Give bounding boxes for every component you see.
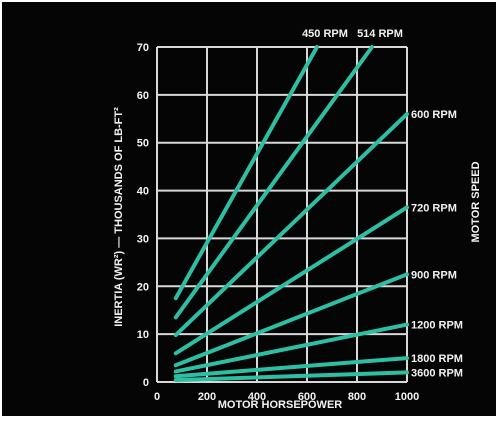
series-line	[173, 322, 409, 374]
y-tick-label: 60	[137, 90, 149, 102]
series-line	[173, 370, 409, 383]
series-label: 3600 RPM	[411, 367, 463, 379]
y-tick-label: 50	[137, 138, 149, 150]
grid	[156, 46, 408, 383]
x-tick-label: 200	[198, 391, 216, 403]
y-tick-label: 20	[137, 281, 149, 293]
series-labels: 450 RPM 514 RPM 600 RPM 720 RPM 900 RPM 1200 …	[302, 28, 463, 379]
series-label: 900 RPM	[411, 269, 457, 281]
series-lines	[173, 45, 409, 383]
y-tick-labels: 0 10 20 30 40 50 60 70	[137, 42, 149, 389]
series-label: 514 RPM	[357, 28, 403, 40]
y-tick-label: 30	[137, 233, 149, 245]
y-tick-label: 0	[143, 377, 149, 389]
series-line	[173, 272, 409, 368]
series-label: 1800 RPM	[411, 353, 463, 365]
y-tick-label: 40	[137, 186, 149, 198]
chart-panel: 0 200 400 600 800 1000 0 10 20 30 40 50 60 70 450 RP…	[2, 2, 496, 416]
series-line	[173, 45, 374, 320]
y-tick-label: 10	[137, 329, 149, 341]
inertia-chart: 0 200 400 600 800 1000 0 10 20 30 40 50 60 70 450 RP…	[113, 28, 482, 411]
series-line	[173, 112, 409, 338]
series-label: 720 RPM	[411, 202, 457, 214]
x-tick-label: 0	[154, 391, 160, 403]
series-line	[173, 356, 409, 379]
y-axis-title: INERTIA (WR²) — THOUSANDS OF LB-FT²	[113, 107, 125, 327]
x-tick-label: 400	[248, 391, 266, 403]
x-tick-label: 1000	[395, 391, 419, 403]
series-line	[173, 45, 319, 301]
right-axis-title: MOTOR SPEED	[470, 161, 482, 242]
x-tick-label: 800	[348, 391, 366, 403]
y-tick-label: 70	[137, 42, 149, 54]
series-label: 1200 RPM	[411, 320, 463, 332]
x-tick-label: 600	[298, 391, 316, 403]
series-line	[173, 205, 409, 356]
x-axis-title: MOTOR HORSEPOWER	[218, 399, 343, 411]
x-tick-labels: 0 200 400 600 800 1000	[154, 391, 419, 403]
series-label: 600 RPM	[411, 109, 457, 121]
series-label: 450 RPM	[302, 28, 348, 40]
